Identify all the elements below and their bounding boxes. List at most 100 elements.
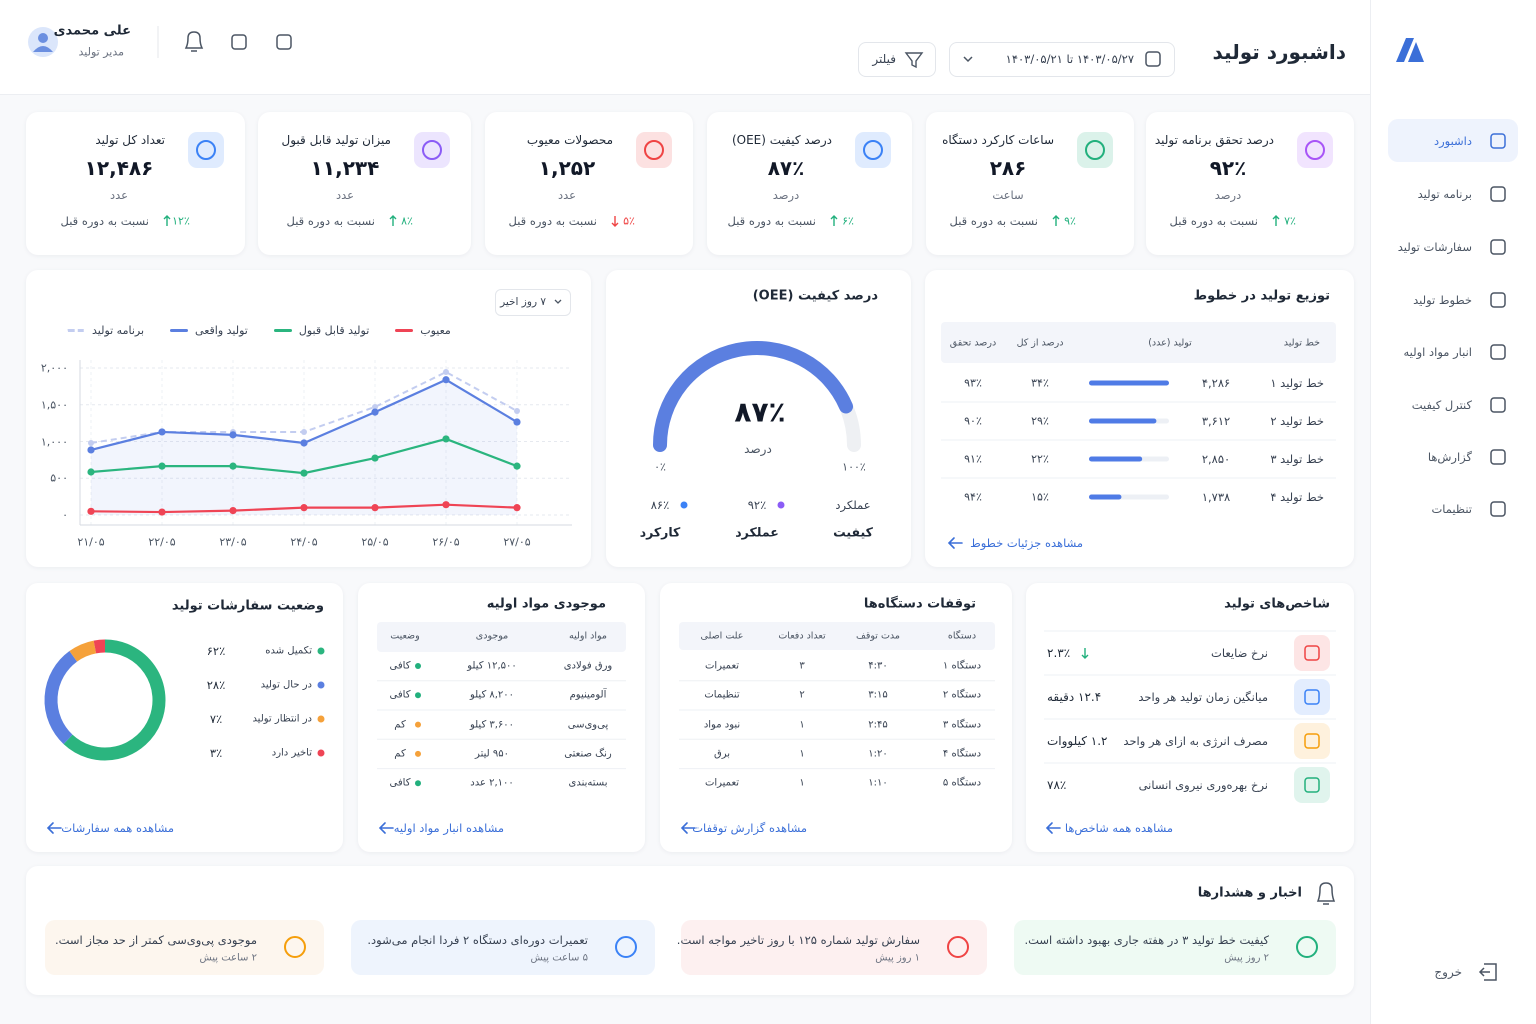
status-dot [415,721,421,728]
filter-icon [904,52,924,69]
indicator-value: ۱.۲ کیلووات [1047,734,1108,748]
link[interactable]: مشاهده انبار مواد اولیه [393,821,504,835]
status-dot [415,663,421,669]
alert-text: سفارش تولید شماره ۱۲۵ با روز تاخیر مواجه… [676,933,920,947]
y-tick-label: ۰ [62,508,68,522]
card [926,112,1134,255]
kpi-unit: درصد [772,188,800,202]
point [229,506,237,515]
gauge-unit: درصد [744,442,772,456]
line-fulfillment: ۹۴٪ [964,490,982,504]
kpi-title: میزان تولید قابل قبول [281,133,391,147]
line-fulfillment: ۹۰٪ [964,414,982,428]
table-header: مدت توقف [856,630,900,642]
sidebar [1370,0,1536,1024]
filter-label[interactable]: فیلتر [872,52,896,66]
table-cell: ۱:۲۰ [868,748,888,760]
legend-item: تولید قابل قبول [273,324,369,337]
table-cell: بسته‌بندی [568,777,608,789]
x-tick-label: ۲۱/۰۵ [77,535,105,549]
kpi-title: درصد کیفیت (OEE) [731,133,832,147]
point [443,369,449,376]
alert-icon [615,936,637,958]
indicator-label: نرخ ضایعات [1211,646,1268,660]
nav-item[interactable]: انبار مواد اولیه [1403,345,1472,359]
icon [1304,645,1320,661]
legend-dot [317,681,325,689]
line-share: ۳۴٪ [1031,376,1049,390]
x-tick-label: ۲۴/۰۵ [290,535,318,549]
arrow-icon [680,822,696,834]
nav-item[interactable]: سفارشات تولید [1397,240,1472,254]
card-title: توزیع تولید در خطوط [1193,288,1330,304]
kpi-unit: عدد [109,188,129,202]
alert-card [45,920,324,975]
point [371,504,379,512]
kpi-note: نسبت به دوره قبل [727,214,817,228]
x-tick-label: ۲۷/۰۵ [503,535,531,549]
nav-item[interactable]: کنترل کیفیت [1411,398,1472,412]
status-dot [415,750,421,757]
alert-text: موجودی پی‌وی‌سی کمتر از حد مجاز است. [54,933,257,947]
point [300,469,308,477]
point [371,408,379,416]
nav-item[interactable]: گزارش‌ها [1427,450,1472,464]
point [513,418,521,426]
range-label[interactable]: ۷ روز اخیر [500,296,546,308]
kpi-icon [863,140,883,160]
icon [1490,239,1506,255]
icon [1490,501,1506,517]
legend-dot [317,749,325,757]
point [158,508,166,516]
table-header: موجودی [475,630,509,642]
legend-dot [317,715,325,723]
date-range[interactable]: ۱۴۰۳/۰۵/۲۷ تا ۱۴۰۳/۰۵/۲۱ [1005,52,1134,66]
kpi-value: ۸۷٪ [767,156,805,180]
x-tick-label: ۲۲/۰۵ [148,535,176,549]
logout-icon [1478,963,1497,981]
icon [1490,186,1506,202]
nav-item[interactable]: خطوط تولید [1413,293,1472,307]
active-nav[interactable] [1388,119,1518,162]
kpi-note: نسبت به دوره قبل [949,214,1039,228]
table-cell: کافی [389,660,411,672]
table-header: علت اصلی [700,630,744,642]
legend-label: معیوب [420,324,451,337]
trend-arrow [389,215,397,226]
card [26,270,591,567]
nav-item[interactable]: داشبورد [1433,134,1472,148]
card [26,112,245,255]
line-name: خط تولید ۲ [1270,414,1324,428]
logout[interactable]: خروج [1434,965,1462,979]
kpi-icon [1085,140,1105,160]
bar [1089,494,1122,500]
link[interactable]: مشاهده جزئیات خطوط [970,536,1083,550]
legend-swatch [273,329,292,332]
line-production: ۴,۲۸۶ [1201,376,1231,390]
card [26,583,343,852]
nav-item[interactable]: تنظیمات [1431,502,1472,516]
kpi-note: نسبت به دوره قبل [60,214,150,228]
link[interactable]: مشاهده همه سفارشات [61,821,174,835]
table-header: وضعیت [390,630,420,642]
legend-swatch [395,329,414,332]
date-range-box[interactable] [949,42,1175,77]
icon [1490,344,1506,360]
y-tick-label: ۱,۰۰۰ [40,435,68,448]
table-cell: ورق فولادی [563,660,613,672]
x-tick-label: ۲۵/۰۵ [361,535,389,549]
filter-button[interactable] [858,42,936,77]
kpi-unit: عدد [335,188,355,202]
point [513,462,521,470]
link[interactable]: مشاهده همه شاخص‌ها [1064,821,1173,835]
table-header-bg [941,322,1336,363]
table-header: درصد از کل [1016,337,1064,349]
breakdown-value: ۸۶٪ [650,498,670,512]
link[interactable]: مشاهده گزارش توقفات [692,821,807,835]
table-cell: دستگاه ۳ [942,719,982,731]
line-production: ۳,۶۱۲ [1201,414,1231,428]
line-name: خط تولید ۴ [1270,490,1324,504]
value-label: ۷٪ [209,712,223,726]
nav-item[interactable]: برنامه تولید [1417,187,1472,201]
